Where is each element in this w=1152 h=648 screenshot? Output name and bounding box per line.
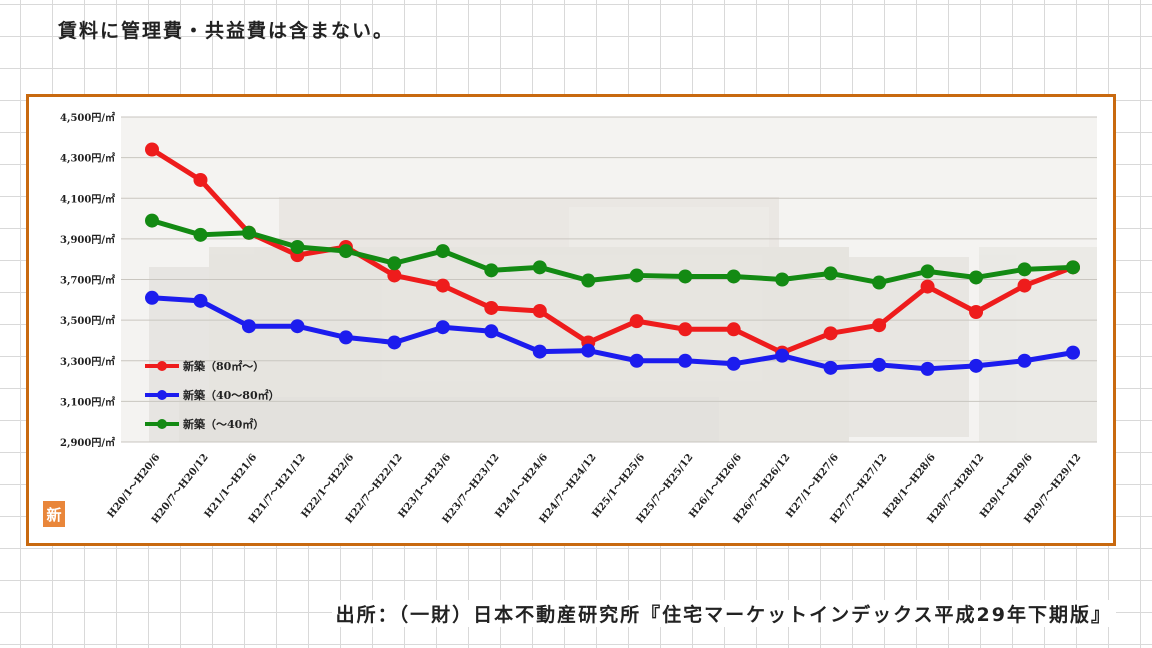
data-point	[775, 272, 790, 287]
data-point	[532, 344, 547, 359]
x-tick-label: H25/1～H25/6	[590, 452, 647, 520]
y-tick-label: 4,100円/㎡	[60, 192, 115, 205]
y-tick-label: 3,900円/㎡	[60, 233, 115, 246]
data-point	[823, 360, 838, 375]
data-point	[678, 353, 693, 368]
series-2	[145, 213, 1080, 290]
data-point	[241, 319, 256, 334]
data-point	[435, 244, 450, 259]
data-point	[484, 300, 499, 315]
y-tick-label: 3,700円/㎡	[60, 274, 115, 287]
data-point	[435, 278, 450, 293]
series-0	[145, 142, 1080, 360]
y-tick-label: 3,500円/㎡	[60, 314, 115, 327]
series-line	[150, 147, 1074, 356]
chart-frame: 2,900円/㎡ 3,100円/㎡ 3,300円/㎡ 3,500円/㎡ 3,700円/㎡…	[26, 94, 1116, 546]
data-point	[387, 256, 402, 271]
x-tick-label: H27/1～H27/6	[784, 452, 841, 520]
series-line	[151, 218, 1074, 286]
legend-swatch-marker	[157, 419, 167, 429]
data-point	[823, 266, 838, 281]
new-badge: 新	[43, 501, 65, 527]
x-tick-label: H21/1～H21/6	[203, 452, 260, 520]
data-point	[629, 268, 644, 283]
legend-label: 新築（80㎡～）	[183, 359, 264, 373]
data-point	[629, 314, 644, 329]
data-point	[581, 273, 596, 288]
data-point	[338, 244, 353, 259]
source-text: 出所：（一財）日本不動産研究所『住宅マーケットインデックス平成29年下期版』	[331, 600, 1116, 627]
data-point	[193, 172, 208, 187]
data-point	[920, 361, 935, 376]
data-point	[1017, 353, 1032, 368]
data-point	[969, 305, 984, 319]
x-tick-label: H23/1～H23/6	[397, 452, 454, 520]
data-point	[726, 356, 741, 371]
data-point	[581, 343, 596, 358]
series-1	[145, 290, 1080, 376]
x-tick-label: H22/1～H22/6	[300, 452, 357, 520]
data-point	[872, 318, 887, 333]
data-point	[920, 279, 935, 294]
data-point	[823, 326, 838, 341]
data-point	[435, 320, 450, 335]
x-tick-label: H29/1～H29/6	[978, 452, 1035, 520]
data-point	[969, 358, 984, 373]
data-point	[872, 275, 887, 290]
data-point	[726, 269, 741, 284]
data-point	[145, 142, 159, 157]
y-tick-label: 4,300円/㎡	[60, 152, 115, 165]
x-tick-label: H24/1～H24/6	[493, 452, 550, 520]
data-point	[775, 348, 790, 363]
data-point	[145, 213, 159, 228]
data-point	[290, 319, 305, 334]
data-point	[920, 264, 935, 279]
data-point	[290, 240, 305, 254]
x-tick-label: H26/1～H26/6	[687, 452, 744, 520]
y-tick-label: 3,100円/㎡	[60, 395, 115, 408]
data-point	[532, 260, 547, 275]
data-point	[1017, 278, 1032, 293]
y-tick-label: 4,500円/㎡	[60, 111, 115, 124]
data-point	[193, 227, 208, 242]
legend-label: 新築（40～80㎡）	[183, 388, 280, 402]
legend-swatch-marker	[157, 390, 167, 400]
legend-swatch-marker	[157, 361, 167, 371]
data-point	[1066, 345, 1080, 360]
data-point	[193, 293, 208, 308]
note-text: 賃料に管理費・共益費は含まない。	[58, 20, 395, 42]
data-point	[145, 290, 159, 305]
badge-text: 新	[46, 506, 61, 524]
data-point	[678, 322, 693, 337]
data-point	[678, 269, 693, 284]
data-point	[241, 225, 256, 240]
data-point	[1066, 260, 1080, 275]
data-point	[969, 270, 984, 285]
y-tick-label: 2,900円/㎡	[60, 436, 115, 449]
data-point	[532, 303, 547, 318]
data-point	[872, 357, 887, 372]
data-point	[338, 330, 353, 345]
data-point	[484, 324, 499, 339]
series-line	[151, 295, 1074, 372]
data-point	[1017, 262, 1032, 277]
legend-label: 新築（～40㎡）	[183, 417, 264, 431]
y-tick-label: 3,300円/㎡	[60, 355, 115, 368]
data-point	[629, 353, 644, 368]
data-point	[387, 335, 402, 350]
line-chart: 2,900円/㎡ 3,100円/㎡ 3,300円/㎡ 3,500円/㎡ 3,700円/㎡…	[43, 111, 1097, 527]
data-point	[484, 263, 499, 278]
data-point	[387, 268, 402, 283]
data-point	[726, 322, 741, 337]
x-tick-label: H28/1～H28/6	[881, 452, 938, 520]
x-tick-label: H20/1～H20/6	[106, 452, 163, 520]
